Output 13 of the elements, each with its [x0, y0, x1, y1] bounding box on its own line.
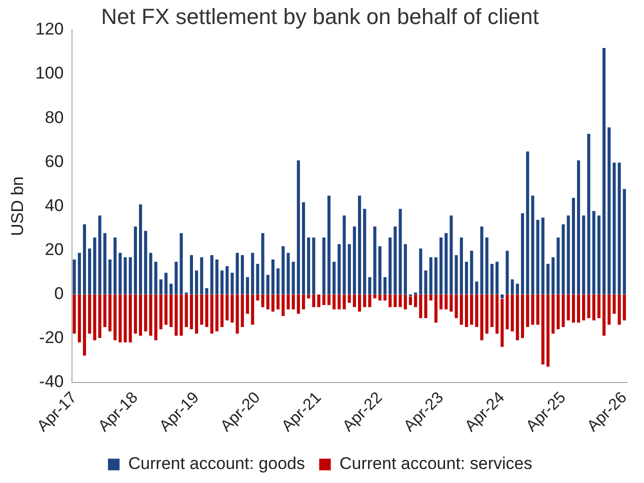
y-tick-label: 120: [35, 20, 64, 39]
legend-label: Current account: goods: [128, 454, 305, 474]
y-tick-label: 100: [35, 64, 64, 83]
y-tick-label: -40: [39, 372, 64, 392]
y-tick-label: 0: [54, 284, 64, 304]
y-tick-label: 60: [44, 152, 64, 171]
legend-label: Current account: services: [339, 454, 532, 474]
y-axis-title: USD bn: [8, 176, 27, 236]
chart-title: Net FX settlement by bank on behalf of client: [100, 4, 540, 30]
y-tick-label: 80: [44, 108, 64, 127]
y-tick-label: -20: [39, 328, 64, 348]
y-tick-label: 20: [44, 240, 64, 259]
y-tick-label: 40: [44, 196, 64, 215]
